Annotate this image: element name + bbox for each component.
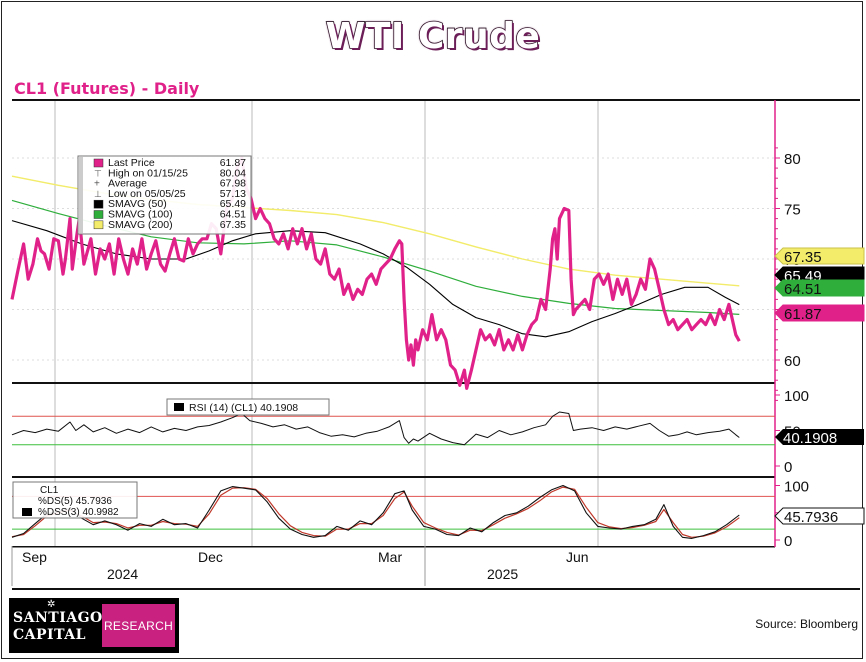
x-axis-year-label: 2025 (487, 566, 518, 582)
legend-high-icon: ⊤ (94, 168, 102, 178)
price-tick-label: 60 (784, 353, 801, 370)
legend-marker (93, 199, 104, 209)
stochastic-legend-box (12, 481, 138, 519)
legend-label: SMAVG (200) (108, 219, 173, 231)
rsi-tag-bg (775, 429, 864, 445)
stochastic-ds-line (11, 484, 740, 539)
price-legend: Last Price 61.87 ⊤ High on 01/15/25 80.04 + Av… (77, 155, 252, 235)
price-legend-box (77, 155, 252, 235)
rsi-legend-box (166, 398, 330, 416)
stochastic-legend-label: %DSS(3) 40.9982 (38, 507, 119, 518)
logo-mark-icon: ✲ (47, 599, 56, 610)
legend-label: SMAVG (100) (108, 209, 173, 221)
rsi-legend-marker (174, 403, 184, 411)
chart-subtitle: CL1 (Futures) - Daily (14, 79, 200, 98)
stochastic-panel-top-border (12, 476, 775, 478)
stochastic-legend: CL1%DS(5) 45.7936%DSS(3) 40.9982 (12, 481, 138, 519)
footer-divider (12, 588, 860, 590)
x-axis-month-label: Mar (378, 549, 402, 565)
rsi-legend-label: RSI (14) (CL1) 40.1908 (189, 402, 298, 414)
last-value-tag-label: 67.35 (784, 249, 822, 266)
price-legend-handle (79, 157, 83, 233)
rsi-tick-label: 0 (784, 459, 792, 476)
rsi-panel-top-border (12, 382, 775, 384)
stochastic-legend-title: CL1 (40, 485, 59, 496)
stochastic-tick-label: 100 (784, 479, 809, 496)
x-axis-month-label: Jun (566, 549, 589, 565)
stochastic-legend-marker (22, 508, 32, 516)
legend-value: 64.51 (220, 209, 246, 221)
chart-bottom-border (12, 546, 775, 548)
last-value-tag-bg (774, 247, 865, 265)
rsi-last-value-tag: 40.1908 (775, 429, 864, 447)
legend-value: 65.49 (220, 198, 246, 210)
last-value-tag-bg (774, 304, 865, 322)
x-axis-month-label: Dec (198, 549, 223, 565)
price-tick-label: 75 (784, 202, 801, 219)
company-logo: ✲ SANTIAGO CAPITAL RESEARCH (9, 598, 179, 653)
legend-marker (93, 158, 104, 168)
price-tick-label: 80 (784, 151, 801, 168)
last-value-tag-sma200: 67.35 (774, 247, 865, 266)
x-axis-month-label: Sep (22, 549, 47, 565)
rsi-tick-label: 100 (784, 388, 809, 405)
legend-label: SMAVG (50) (108, 198, 167, 210)
last-price-line (10, 156, 741, 390)
legend-value: 61.87 (220, 157, 246, 169)
stochastic-tick-label: 0 (784, 533, 792, 550)
legend-label: Average (108, 178, 147, 190)
last-value-tag-label: 61.87 (784, 306, 822, 323)
legend-marker (93, 210, 104, 219)
last-value-tag-label: 64.51 (784, 281, 822, 298)
source-note: Source: Bloomberg (755, 617, 858, 631)
legend-low-icon: ⊥ (94, 189, 102, 199)
legend-value: 57.13 (220, 188, 246, 200)
page-title: WTI Crude (325, 15, 541, 58)
stochastic-tag-bg (774, 507, 865, 525)
legend-label: High on 01/15/25 (108, 167, 188, 179)
logo-line-1: SANTIAGO (13, 610, 103, 626)
last-value-tag-price: 61.87 (774, 304, 865, 323)
stochastic-legend-label: %DS(5) 45.7936 (38, 496, 112, 507)
x-axis-year-label: 2024 (107, 566, 138, 582)
last-value-tag-sma100: 64.51 (774, 279, 865, 298)
legend-marker (93, 220, 104, 230)
stochastic-last-value-tag: 45.7936 (774, 507, 865, 526)
logo-research-badge: RESEARCH (102, 604, 175, 647)
logo-line-2: CAPITAL (13, 627, 86, 643)
rsi-tag-label: 40.1908 (783, 430, 837, 447)
logo-name: SANTIAGO CAPITAL (13, 610, 103, 644)
legend-value: 67.98 (220, 178, 246, 190)
legend-label: Last Price (108, 157, 155, 169)
legend-value: 67.35 (220, 219, 246, 231)
stochastic-tag-label: 45.7936 (784, 509, 838, 526)
legend-label: Low on 05/05/25 (108, 188, 186, 200)
rsi-legend: RSI (14) (CL1) 40.1908 (166, 398, 330, 416)
rsi-line (11, 411, 740, 446)
sma50-line (11, 220, 740, 338)
legend-average-icon: + (94, 179, 100, 190)
last-value-tag-bg (774, 279, 865, 297)
legend-value: 80.04 (220, 167, 246, 179)
